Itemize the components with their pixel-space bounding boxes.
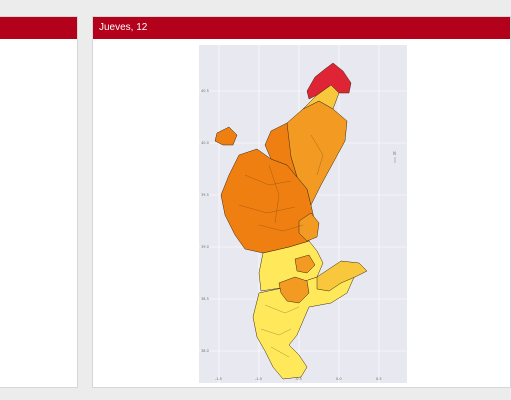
map-y-ticks: 40.5 40.0 39.5 39.0 38.5 38.0	[201, 89, 209, 353]
y-tick-label: 38.5	[201, 297, 209, 301]
region-horta	[298, 212, 320, 242]
map-district-lines	[238, 134, 324, 358]
region-safor	[294, 254, 316, 274]
map-regions	[214, 62, 368, 380]
left-panel-header	[0, 17, 77, 39]
compass-label: N	[393, 151, 396, 156]
region-alto-palancia	[264, 122, 298, 178]
x-tick-label: -0.5	[295, 377, 302, 381]
valencia-risk-map: 40.5 40.0 39.5 39.0 38.5 38.0 -1.5 -1.0 …	[199, 45, 407, 383]
region-els-ports	[306, 62, 352, 100]
y-tick-label: 40.0	[201, 141, 209, 145]
region-vinalopo	[278, 276, 310, 304]
region-rincon-ademuz	[214, 126, 238, 146]
y-tick-label: 38.0	[201, 349, 209, 353]
map-x-ticks: -1.5 -1.0 -0.5 0.0 0.5	[215, 377, 382, 381]
map-plot: 40.5 40.0 39.5 39.0 38.5 38.0 -1.5 -1.0 …	[199, 45, 407, 383]
y-tick-label: 40.5	[201, 89, 209, 93]
y-tick-label: 39.0	[201, 245, 209, 249]
x-tick-label: 0.5	[376, 377, 382, 381]
compass-mark: N	[393, 151, 396, 163]
thursday-forecast-panel: Jueves, 12	[92, 16, 511, 388]
x-tick-label: 0.0	[336, 377, 342, 381]
region-marina	[316, 260, 368, 292]
x-tick-label: -1.0	[255, 377, 262, 381]
x-tick-label: -1.5	[215, 377, 222, 381]
left-forecast-panel	[0, 16, 78, 388]
panel-header-title: Jueves, 12	[93, 17, 510, 39]
y-tick-label: 39.5	[201, 193, 209, 197]
